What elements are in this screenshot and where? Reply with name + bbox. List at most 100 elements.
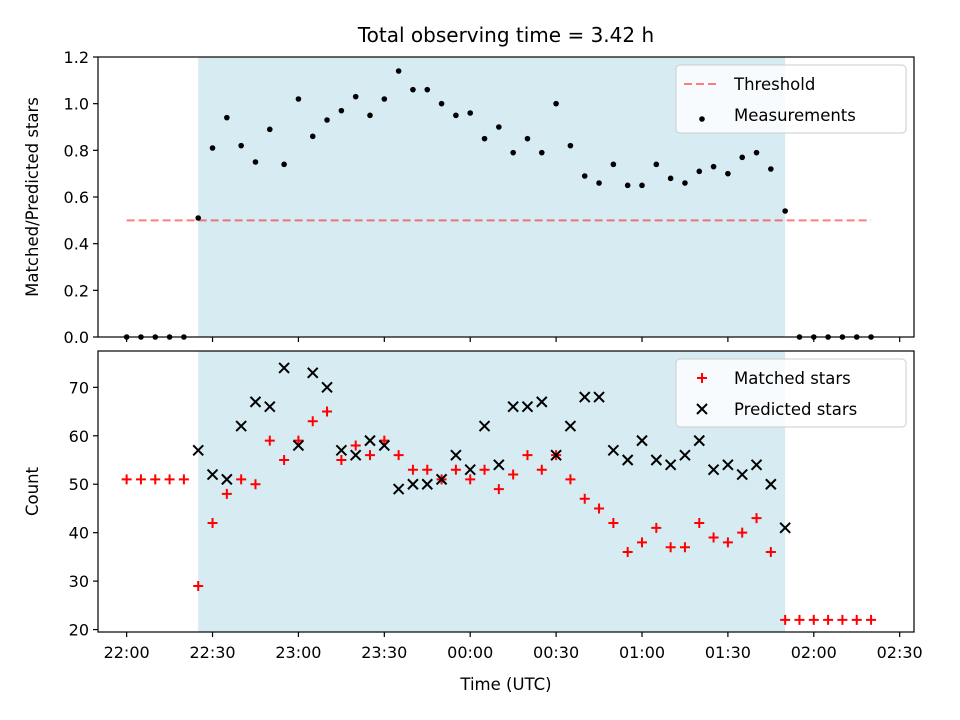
predicted-point xyxy=(564,420,577,432)
measurement-point xyxy=(481,135,488,142)
predicted-point xyxy=(450,449,462,461)
measurement-point xyxy=(725,170,731,177)
legend-label: Matched stars xyxy=(734,369,851,388)
predicted-point xyxy=(636,434,648,447)
matched-point xyxy=(866,614,877,625)
y-tick-label: 40 xyxy=(69,524,89,543)
predicted-point xyxy=(650,454,663,466)
predicted-point xyxy=(621,454,634,466)
matched-point xyxy=(164,474,175,485)
matched-point xyxy=(407,464,418,475)
measurement-point xyxy=(653,161,660,168)
predicted-point xyxy=(607,444,620,457)
measurement-point xyxy=(581,173,588,179)
y-tick-label: 70 xyxy=(69,378,89,397)
matched-point xyxy=(851,614,862,625)
top-panel: 0.0 0.2 0.4 0.6 0.8 1.0 1.2 Matched/Predicted s… xyxy=(23,23,915,347)
matched-point xyxy=(737,527,748,538)
measurement-point xyxy=(496,124,502,130)
matched-point xyxy=(780,614,791,625)
matched-point xyxy=(794,614,805,625)
predicted-point xyxy=(364,434,376,447)
predicted-point xyxy=(278,362,290,374)
x-tick-label: 00:30 xyxy=(533,643,579,662)
x-tick-label: 22:30 xyxy=(189,643,235,662)
measurement-point xyxy=(438,100,445,107)
x-tick-label: 23:00 xyxy=(275,643,321,662)
measurement-point xyxy=(567,142,574,149)
x-tick-label: 22:00 xyxy=(104,643,150,662)
predicted-point xyxy=(736,468,748,481)
matched-point xyxy=(121,474,132,485)
matched-point xyxy=(493,484,504,495)
matched-point xyxy=(651,522,662,533)
matched-point xyxy=(379,435,390,446)
matched-point xyxy=(207,517,218,528)
y-tick-label: 60 xyxy=(69,427,89,446)
measurement-point xyxy=(524,135,531,142)
predicted-point xyxy=(264,401,276,413)
y-tick-label: 0.0 xyxy=(64,328,89,347)
measurement-point xyxy=(467,110,474,116)
x-tick-label: 01:00 xyxy=(619,643,665,662)
legend-label: Predicted stars xyxy=(734,400,857,419)
measurement-point xyxy=(624,182,631,189)
matched-point xyxy=(522,450,533,461)
matched-point xyxy=(536,464,547,475)
y-tick-label: 0.6 xyxy=(64,188,89,207)
measurement-point xyxy=(367,112,373,119)
predicted-point xyxy=(707,463,720,476)
legend-box xyxy=(675,358,907,428)
measurement-point xyxy=(538,149,545,156)
matched-point xyxy=(594,503,605,514)
measurement-point xyxy=(324,117,330,123)
x-tick-label: 02:30 xyxy=(877,643,923,662)
measurement-point xyxy=(295,96,302,102)
measurement-point xyxy=(338,107,345,114)
predicted-point xyxy=(464,463,476,476)
matched-point xyxy=(336,455,347,466)
y-axis-label: Matched/Predicted stars xyxy=(23,97,42,297)
matched-point xyxy=(665,542,676,553)
measurement-point xyxy=(639,182,645,189)
x-tick-label: 23:30 xyxy=(361,643,407,662)
measurement-point xyxy=(381,96,388,102)
matched-point xyxy=(479,464,490,475)
y-tick-label: 1.0 xyxy=(64,95,89,114)
matched-point xyxy=(322,406,333,417)
predicted-point xyxy=(307,367,319,379)
predicted-point xyxy=(679,449,691,461)
matched-point xyxy=(293,435,304,446)
x-tick-label: 02:00 xyxy=(791,643,837,662)
predicted-point xyxy=(249,396,262,408)
predicted-point xyxy=(292,439,305,452)
measurement-point xyxy=(195,215,202,221)
chart-title: Total observing time = 3.42 h xyxy=(357,23,654,47)
matched-point xyxy=(637,537,647,548)
matched-point xyxy=(465,474,476,485)
predicted-point xyxy=(435,473,448,486)
y-tick-label: 0.4 xyxy=(64,235,89,254)
matched-point xyxy=(565,474,576,485)
predicted-point xyxy=(693,434,705,447)
y-tick-label: 50 xyxy=(69,475,89,494)
matched-point xyxy=(150,474,161,485)
matched-point xyxy=(193,580,204,591)
measurement-point xyxy=(667,175,674,182)
measurement-point xyxy=(553,100,559,107)
measurement-point xyxy=(696,168,703,175)
measurement-point xyxy=(424,86,431,93)
legend-measurement-swatch xyxy=(699,116,705,122)
matched-point xyxy=(393,450,404,461)
measurement-point xyxy=(682,180,688,186)
matched-point xyxy=(350,440,361,451)
measurement-point xyxy=(453,112,459,119)
predicted-point xyxy=(206,468,219,481)
predicted-point xyxy=(579,391,591,403)
matched-point xyxy=(708,532,719,543)
predicted-point xyxy=(392,483,405,495)
matched-point xyxy=(823,614,834,625)
measurement-point xyxy=(224,114,230,121)
legend: Matched stars Predicted stars xyxy=(675,358,907,428)
